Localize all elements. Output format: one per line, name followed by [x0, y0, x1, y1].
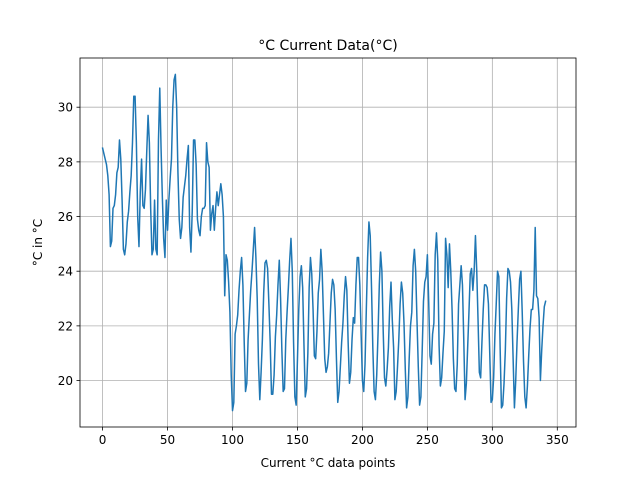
x-tick-label: 300: [481, 433, 504, 447]
x-tick-label: 350: [546, 433, 569, 447]
x-tick-label: 150: [286, 433, 309, 447]
x-tick-label: 50: [160, 433, 175, 447]
y-tick-label: 30: [58, 101, 73, 115]
y-tick-label: 22: [58, 319, 73, 333]
chart-title: °C Current Data(°C): [258, 38, 397, 54]
x-axis-ticks: 0 50 100 150 200 250 300 350: [99, 427, 569, 447]
x-tick-label: 100: [221, 433, 244, 447]
y-tick-label: 24: [58, 265, 73, 279]
y-tick-label: 26: [58, 210, 73, 224]
y-axis-ticks: 20 22 24 26 28 30: [58, 101, 80, 388]
x-axis-label: Current °C data points: [261, 456, 396, 470]
x-tick-label: 0: [99, 433, 107, 447]
x-tick-label: 200: [351, 433, 374, 447]
y-tick-label: 20: [58, 374, 73, 388]
y-tick-label: 28: [58, 155, 73, 169]
series-line: [101, 73, 547, 412]
x-tick-label: 250: [416, 433, 439, 447]
plot-frame: [79, 57, 577, 428]
y-axis-label: °C in °C: [31, 219, 45, 266]
